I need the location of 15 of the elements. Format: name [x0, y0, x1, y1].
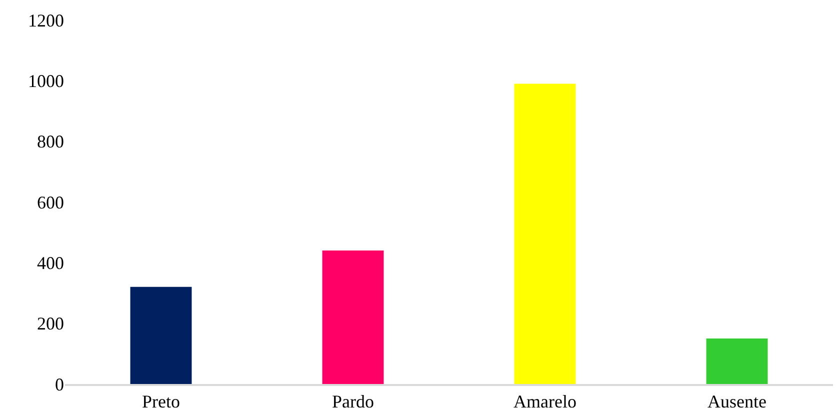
y-tick-label: 1000 — [28, 70, 64, 91]
y-tick-label: 200 — [37, 314, 64, 334]
bar — [130, 286, 192, 384]
x-tick-label: Preto — [142, 392, 180, 412]
x-tick-label: Ausente — [708, 392, 766, 412]
y-tick-label: 400 — [37, 252, 64, 273]
bar — [322, 250, 384, 384]
x-tick-label: Pardo — [332, 392, 374, 412]
bar — [706, 338, 768, 384]
y-tick-label: 600 — [37, 192, 64, 212]
x-tick-label: Amarelo — [514, 392, 576, 412]
bar — [514, 84, 576, 384]
y-tick-label: 800 — [37, 132, 64, 152]
y-tick-label: 1200 — [28, 10, 64, 30]
y-tick-label: 0 — [55, 374, 64, 394]
